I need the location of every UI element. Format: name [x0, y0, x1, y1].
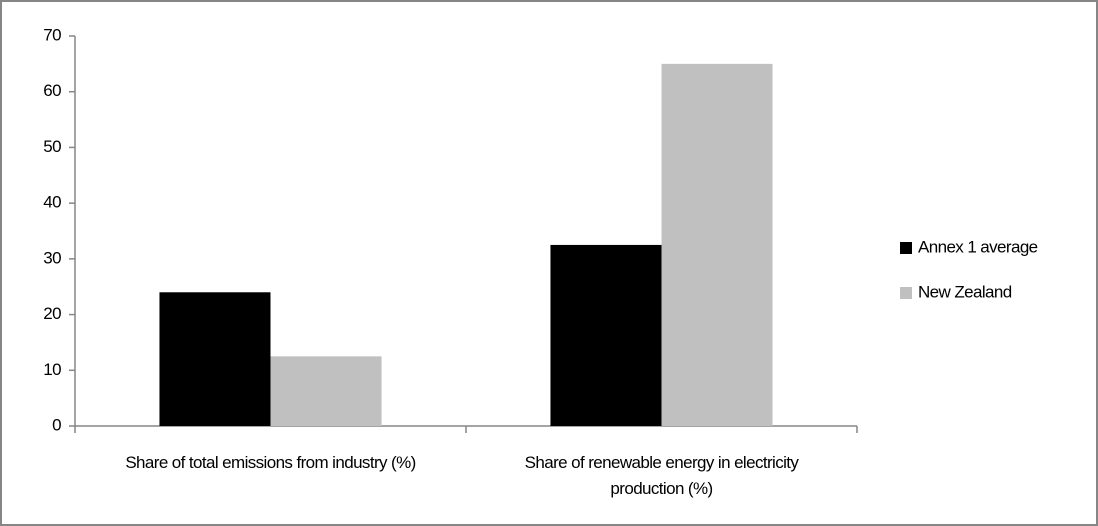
- y-tick-label: 30: [43, 248, 61, 267]
- y-tick-label: 60: [43, 81, 61, 100]
- y-tick-label: 40: [43, 193, 61, 212]
- legend-swatch: [900, 287, 912, 299]
- y-tick-label: 50: [43, 137, 61, 156]
- label-line: Share of renewable energy in electricity: [525, 453, 800, 472]
- x-tick-label: Share of renewable energy in electricity…: [525, 453, 800, 498]
- label-line: Share of total emissions from industry (…: [125, 453, 415, 472]
- legend-swatch: [900, 242, 912, 254]
- bar: [159, 292, 271, 426]
- y-tick-label: 70: [43, 25, 61, 44]
- y-tick-label: 20: [43, 304, 61, 323]
- y-tick-label: 0: [52, 415, 61, 434]
- label-line: production (%): [610, 479, 712, 498]
- x-tick-label: Share of total emissions from industry (…: [125, 453, 415, 472]
- legend-label: New Zealand: [918, 282, 1012, 301]
- bar: [661, 63, 773, 426]
- legend-label: Annex 1 average: [918, 237, 1038, 256]
- bar: [270, 356, 382, 426]
- y-tick-label: 10: [43, 360, 61, 379]
- bar: [550, 244, 662, 426]
